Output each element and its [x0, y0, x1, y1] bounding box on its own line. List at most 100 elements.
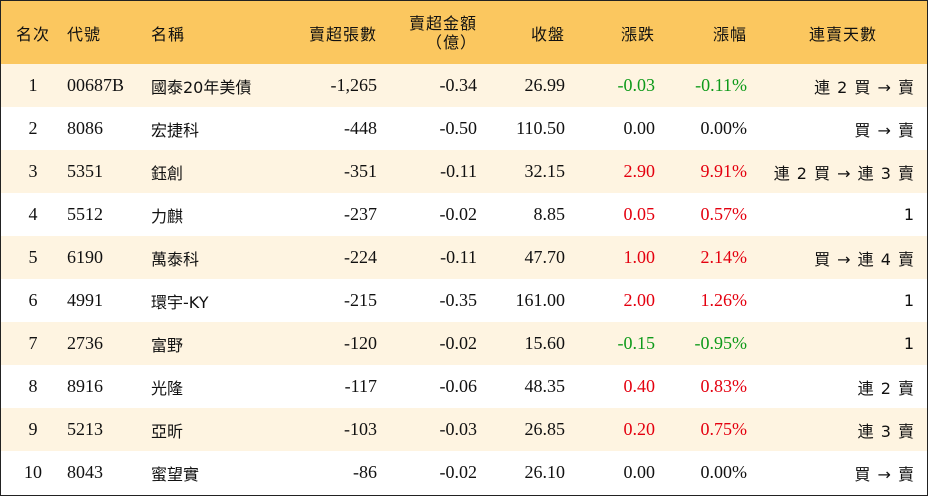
header-close: 收盤: [530, 24, 565, 44]
cell-code: 6190: [67, 247, 103, 267]
header-sell-amount: 賣超金額 （億）: [389, 1, 489, 64]
cell-consecutive: 連 3 賣: [857, 421, 915, 441]
header-row: 名次 代號 名稱 賣超張數 賣超金額 （億） 收盤 漲跌 漲幅 連賣天數: [1, 1, 927, 64]
cell-name: 光隆: [151, 378, 184, 398]
cell-sell-lots: -448: [344, 118, 377, 138]
cell-close: 8.85: [533, 204, 566, 224]
header-code: 代號: [67, 24, 102, 44]
cell-consecutive: 買 → 賣: [854, 120, 915, 140]
table-row: 3 5351 鈺創 -351 -0.11 32.15 2.90 9.91% 連 2 買 → 連 …: [1, 150, 927, 193]
cell-code: 8086: [67, 118, 103, 138]
cell-sell-lots: -117: [344, 376, 377, 396]
header-sell-amount-line1: 賣超金額: [408, 13, 477, 33]
cell-change: 0.05: [623, 204, 656, 224]
cell-code: 4991: [67, 290, 103, 310]
cell-change: 0.00: [623, 462, 656, 482]
header-sell-amount-line2: （億）: [425, 32, 477, 52]
cell-consecutive: 連 2 買 → 連 3 賣: [773, 163, 915, 183]
table-row: 8 8916 光隆 -117 -0.06 48.35 0.40 0.83% 連 2 賣: [1, 365, 927, 408]
cell-name: 萬泰科: [151, 249, 200, 269]
cell-code: 5351: [67, 161, 103, 181]
cell-sell-amount: -0.02: [439, 333, 478, 353]
cell-rank: 1: [28, 75, 38, 95]
table-row: 4 5512 力麒 -237 -0.02 8.85 0.05 0.57% 1: [1, 193, 927, 236]
cell-sell-amount: -0.35: [439, 290, 478, 310]
cell-change-pct: 9.91%: [700, 161, 748, 181]
cell-change: -0.15: [617, 333, 656, 353]
cell-sell-lots: -215: [344, 290, 377, 310]
cell-rank: 2: [28, 118, 38, 138]
cell-sell-lots: -351: [344, 161, 377, 181]
cell-sell-amount: -0.06: [439, 376, 478, 396]
cell-close: 26.85: [524, 419, 566, 439]
cell-change-pct: 0.00%: [700, 462, 748, 482]
cell-name: 亞昕: [151, 421, 184, 441]
cell-sell-amount: -0.03: [439, 419, 478, 439]
cell-change: 0.20: [623, 419, 656, 439]
cell-change: 2.90: [623, 161, 656, 181]
cell-sell-lots: -103: [344, 419, 377, 439]
cell-consecutive: 1: [903, 334, 915, 353]
cell-consecutive: 1: [903, 205, 915, 224]
table-row: 7 2736 富野 -120 -0.02 15.60 -0.15 -0.95% 1: [1, 322, 927, 365]
cell-consecutive: 買 → 連 4 賣: [814, 249, 915, 269]
cell-change-pct: 2.14%: [700, 247, 748, 267]
table-row: 5 6190 萬泰科 -224 -0.11 47.70 1.00 2.14% 買 → 連 4 賣: [1, 236, 927, 279]
cell-name: 鈺創: [151, 163, 184, 183]
table-row: 6 4991 環宇-KY -215 -0.35 161.00 2.00 1.26% 1: [1, 279, 927, 322]
cell-sell-lots: -86: [353, 462, 377, 482]
cell-name: 蜜望實: [151, 464, 200, 484]
table-row: 9 5213 亞昕 -103 -0.03 26.85 0.20 0.75% 連 3 賣: [1, 408, 927, 451]
cell-rank: 6: [28, 290, 38, 310]
header-name: 名稱: [151, 24, 186, 44]
cell-name: 富野: [151, 335, 184, 355]
cell-name: 環宇-KY: [151, 292, 209, 312]
cell-rank: 10: [24, 462, 42, 482]
cell-change-pct: 0.75%: [700, 419, 748, 439]
cell-consecutive: 買 → 賣: [854, 464, 915, 484]
cell-sell-amount: -0.02: [439, 204, 478, 224]
cell-code: 2736: [67, 333, 103, 353]
cell-change: 0.40: [623, 376, 656, 396]
cell-rank: 7: [28, 333, 38, 353]
cell-change: -0.03: [617, 75, 656, 95]
cell-name: 宏捷科: [151, 120, 200, 140]
header-sell-lots: 賣超張數: [308, 24, 377, 44]
cell-change: 2.00: [623, 290, 656, 310]
cell-code: 00687B: [67, 75, 125, 95]
cell-change-pct: -0.95%: [694, 333, 748, 353]
cell-code: 8916: [67, 376, 103, 396]
cell-close: 110.50: [516, 118, 565, 138]
cell-name: 力麒: [151, 206, 184, 226]
cell-sell-lots: -120: [344, 333, 377, 353]
cell-sell-lots: -224: [344, 247, 377, 267]
cell-change: 0.00: [623, 118, 656, 138]
header-rank: 名次: [15, 24, 50, 44]
cell-change-pct: -0.11%: [695, 75, 747, 95]
cell-rank: 3: [28, 161, 38, 181]
cell-close: 32.15: [524, 161, 566, 181]
cell-name: 國泰20年美債: [151, 77, 252, 97]
table-body: 1 00687B 國泰20年美債 -1,265 -0.34 26.99 -0.03 -0.11…: [1, 64, 927, 494]
cell-consecutive: 連 2 買 → 賣: [814, 77, 915, 97]
cell-consecutive: 連 2 賣: [857, 378, 915, 398]
cell-close: 26.99: [524, 75, 566, 95]
header-change-pct: 漲幅: [712, 24, 747, 44]
cell-change-pct: 0.00%: [700, 118, 748, 138]
cell-close: 161.00: [515, 290, 566, 310]
cell-close: 47.70: [524, 247, 566, 267]
cell-sell-amount: -0.34: [439, 75, 478, 95]
table-row: 1 00687B 國泰20年美債 -1,265 -0.34 26.99 -0.03 -0.11…: [1, 64, 927, 107]
table-row: 10 8043 蜜望實 -86 -0.02 26.10 0.00 0.00% 買 → 賣: [1, 451, 927, 494]
table-header: 名次 代號 名稱 賣超張數 賣超金額 （億） 收盤 漲跌 漲幅 連賣天數: [1, 1, 927, 64]
cell-code: 5512: [67, 204, 103, 224]
cell-close: 48.35: [524, 376, 566, 396]
cell-change-pct: 1.26%: [700, 290, 748, 310]
cell-rank: 4: [28, 204, 38, 224]
cell-sell-amount: -0.02: [439, 462, 478, 482]
header-change: 漲跌: [620, 24, 655, 44]
cell-change: 1.00: [623, 247, 656, 267]
cell-sell-lots: -1,265: [330, 75, 378, 95]
